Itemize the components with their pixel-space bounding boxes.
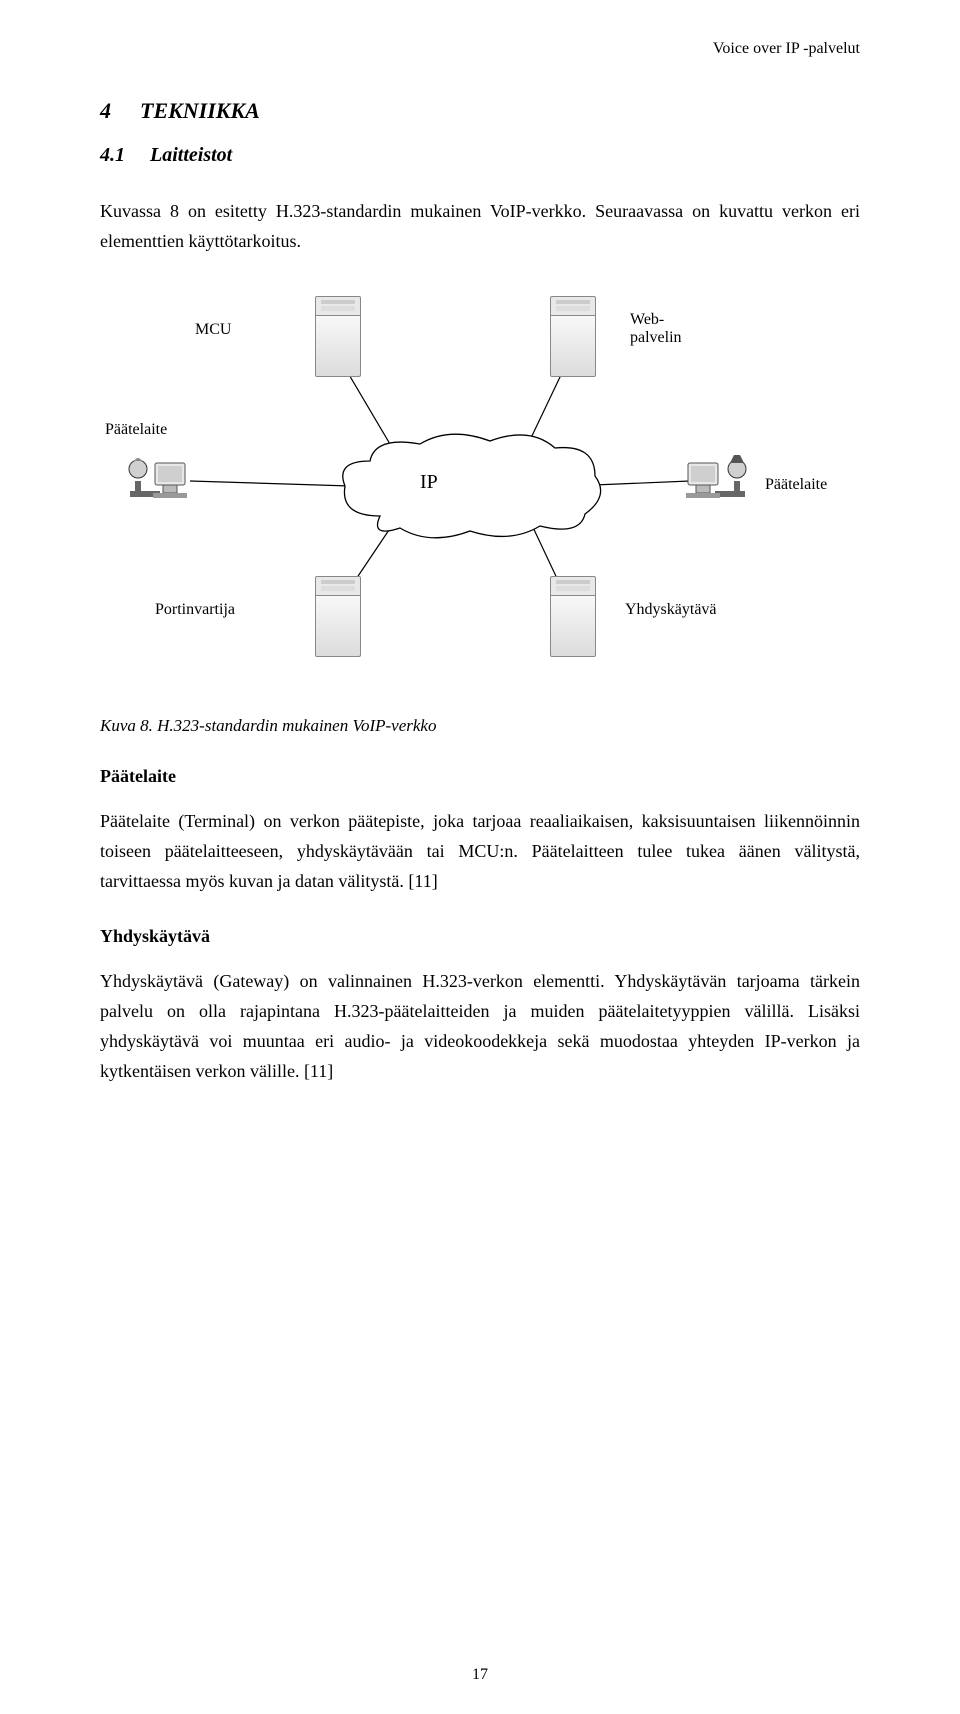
figure-caption: Kuva 8. H.323-standardin mukainen VoIP-v…	[100, 716, 860, 736]
header-right: Voice over IP -palvelut	[100, 40, 860, 58]
terminal-right-icon	[670, 441, 750, 511]
document-page: Voice over IP -palvelut 4TEKNIIKKA 4.1La…	[0, 0, 960, 1714]
web-server-label-text: Web-palvelin	[630, 311, 682, 346]
chapter-number: 4	[100, 98, 140, 124]
web-server-label: Web-palvelin	[630, 311, 710, 347]
terminal-left-icon	[125, 441, 205, 511]
section-heading: 4.1Laitteistot	[100, 144, 860, 167]
gateway-server-icon	[550, 576, 594, 656]
cloud-icon	[330, 426, 610, 556]
mcu-server-icon	[315, 296, 359, 376]
subheading-yhdyskaytava: Yhdyskäytävä	[100, 926, 860, 947]
intro-paragraph: Kuvassa 8 on esitetty H.323-standardin m…	[100, 197, 860, 256]
subheading-paatelaite: Päätelaite	[100, 766, 860, 787]
terminal-right-label: Päätelaite	[765, 476, 827, 494]
paragraph-paatelaite: Päätelaite (Terminal) on verkon päätepis…	[100, 807, 860, 896]
page-number: 17	[0, 1666, 960, 1684]
network-diagram: IP MCU Web-palvelin Päätelaite	[100, 286, 860, 686]
gatekeeper-label: Portinvartija	[155, 601, 235, 619]
paragraph-yhdyskaytava: Yhdyskäytävä (Gateway) on valinnainen H.…	[100, 967, 860, 1086]
section-title: Laitteistot	[150, 144, 232, 166]
chapter-heading: 4TEKNIIKKA	[100, 98, 860, 124]
section-number: 4.1	[100, 144, 150, 167]
chapter-title: TEKNIIKKA	[140, 98, 260, 123]
gateway-label: Yhdyskäytävä	[625, 601, 717, 619]
mcu-label: MCU	[195, 321, 231, 339]
cloud-label: IP	[420, 471, 438, 494]
web-server-icon	[550, 296, 594, 376]
gatekeeper-server-icon	[315, 576, 359, 656]
terminal-left-label: Päätelaite	[105, 421, 167, 439]
